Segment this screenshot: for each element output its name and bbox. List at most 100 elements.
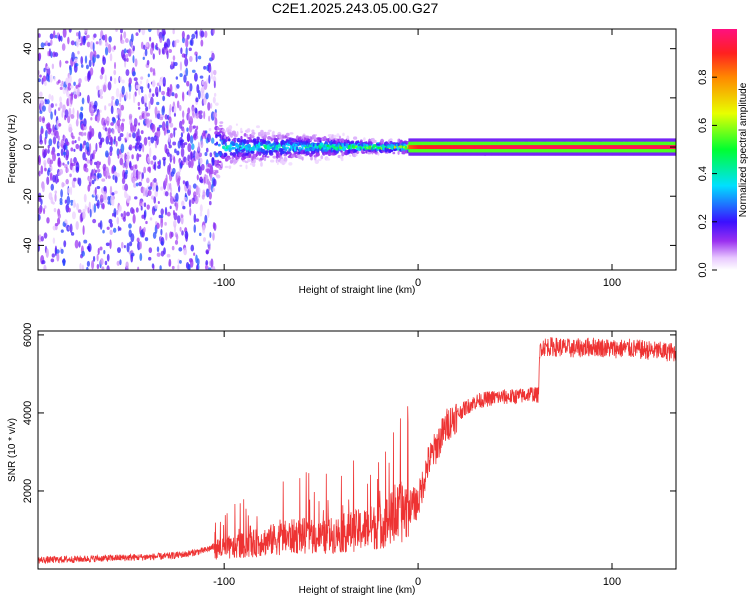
spectrogram-cell	[175, 233, 179, 241]
spectrogram-cell	[173, 156, 176, 165]
spectrogram-band-cell	[484, 138, 487, 142]
spectrogram-cell	[49, 159, 54, 165]
spectrogram-cell	[134, 196, 138, 200]
spectrogram-cell	[96, 168, 101, 173]
spectrogram-band-cell	[587, 149, 590, 153]
spectrogram-cell	[373, 144, 377, 148]
spectrogram-band-cell	[561, 141, 565, 146]
spectrogram-centerline-cell	[632, 145, 636, 150]
spectrogram-cell	[181, 30, 185, 39]
spectrogram-band-cell	[481, 141, 484, 146]
spectrogram-cell	[71, 51, 75, 62]
spectrogram-cell	[44, 148, 48, 156]
spectrogram-band-cell	[638, 149, 641, 153]
spectrogram-cell	[65, 178, 69, 185]
spectrogram-band-cell	[466, 138, 469, 142]
spectrogram-cell	[150, 96, 154, 106]
spectrogram-band-cell	[534, 152, 537, 156]
spectrogram-band-cell	[623, 152, 626, 156]
spectrogram-band-cell	[473, 149, 476, 153]
spectrogram-centerline-cell	[485, 145, 488, 150]
spectrogram-band-cell	[442, 138, 445, 142]
spectrogram-cell	[197, 141, 200, 152]
spectrogram-band-cell	[632, 138, 636, 142]
spectrogram-centerline-cell	[587, 145, 590, 150]
spectrogram-cell	[48, 127, 52, 133]
spectrogram-centerline-cell	[516, 145, 519, 150]
spectrogram-cell	[81, 250, 85, 257]
spectrogram-band-cell	[438, 149, 441, 153]
spectrogram-cell	[199, 110, 203, 115]
spectrogram-cell	[180, 214, 184, 218]
spectrogram-band-cell	[550, 149, 553, 153]
spectrogram-band-cell	[538, 149, 541, 153]
spectrogram-band-cell	[544, 138, 547, 142]
spectrogram-cell	[169, 132, 173, 139]
spectrogram-cell	[119, 29, 123, 34]
spectrogram-band-cell	[496, 152, 500, 156]
spectrogram-band-cell	[422, 152, 425, 156]
spectrogram-band-cell	[592, 149, 595, 153]
spectrogram-band-cell	[427, 152, 430, 156]
spectrogram-band-cell	[658, 141, 661, 146]
spectrogram-band-cell	[644, 152, 647, 156]
spectrogram-band-cell	[525, 149, 529, 153]
spectrogram-cell	[245, 164, 248, 170]
spectrogram-cell	[208, 115, 211, 122]
spectrogram-cell	[68, 29, 72, 33]
spectrogram-cell	[169, 153, 173, 163]
spectrogram-centerline-cell	[637, 145, 640, 150]
spectrogram-band-cell	[613, 138, 616, 142]
spectrogram-cell	[148, 186, 152, 191]
spectrogram-cell	[174, 93, 178, 99]
spectrogram-band-cell	[532, 141, 536, 146]
spectrogram-band-cell	[610, 149, 614, 153]
spectrogram-cell	[170, 187, 173, 194]
spectrogram-cell	[132, 213, 136, 224]
spectrogram-band-cell	[515, 141, 518, 146]
spectrogram-cell	[157, 110, 160, 114]
spectrogram-cell	[130, 33, 134, 43]
spectrogram-band-cell	[580, 149, 583, 153]
spectrogram-band-cell	[430, 141, 433, 146]
spectrogram-band-cell	[671, 138, 674, 142]
spectrogram-cell	[79, 142, 83, 151]
spectrogram-cell	[147, 29, 152, 33]
spectrogram-band-cell	[482, 149, 486, 153]
spectrogram-band-cell	[577, 141, 580, 146]
spectrogram-cell	[156, 252, 161, 257]
spectrogram-cell	[44, 136, 47, 145]
spectrogram-band-cell	[656, 152, 659, 156]
spectrogram-band-cell	[456, 152, 459, 156]
spectrogram-band-cell	[459, 152, 462, 156]
spectrogram-cell	[150, 136, 155, 144]
spectrogram-band-cell	[646, 138, 650, 142]
spectrogram-cell	[176, 83, 180, 89]
spectrogram-cell	[144, 237, 149, 242]
spectrogram-cell	[151, 93, 155, 98]
spectrogram-band-cell	[622, 152, 625, 156]
spectrogram-cell	[163, 158, 166, 167]
spectrogram-band-cell	[515, 149, 518, 153]
spectrogram-band-cell	[460, 141, 463, 146]
spectrogram-centerline-cell	[596, 145, 600, 150]
spectrogram-centerline-cell	[563, 145, 566, 150]
spectrogram-band-cell	[525, 141, 529, 146]
spectrogram-band-cell	[493, 138, 496, 142]
spectrogram-cell	[213, 111, 218, 119]
spectrogram-band-cell	[444, 141, 447, 146]
spectrogram-cell	[212, 96, 216, 104]
spectrogram-centerline-cell	[649, 145, 652, 150]
spectrogram-cell	[140, 130, 144, 135]
spectrogram-cell	[80, 56, 84, 65]
spectrogram-band-cell	[644, 141, 647, 146]
spectrogram-band-cell	[623, 149, 626, 153]
spectrogram-cell	[132, 55, 135, 64]
spectrogram-cell	[183, 196, 187, 201]
spectrogram-cell	[96, 199, 100, 209]
spectrogram-band-cell	[609, 152, 612, 156]
spectrogram-cell	[49, 74, 53, 83]
spectrogram-cell	[164, 191, 169, 197]
spectrogram-cell	[403, 143, 407, 147]
spectrogram-band-cell	[621, 152, 624, 156]
